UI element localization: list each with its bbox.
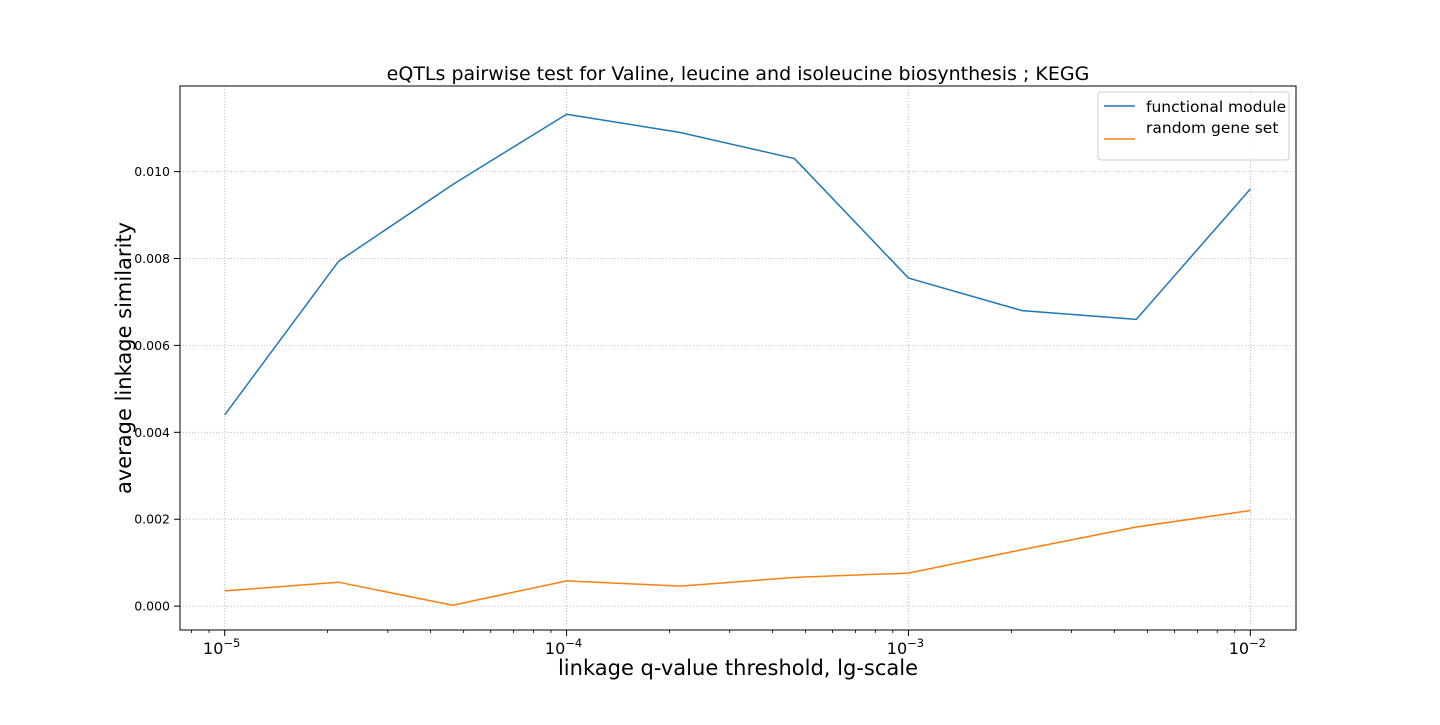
y-tick-label: 0.002 xyxy=(134,512,170,527)
grid-lines xyxy=(180,86,1296,630)
x-tick-label: 10−3 xyxy=(887,636,924,658)
series-lines xyxy=(224,113,1251,606)
series-line-random-gene-set xyxy=(224,509,1251,606)
y-tick-label: 0.006 xyxy=(134,338,170,353)
y-tick-label: 0.008 xyxy=(134,251,170,266)
legend-frame xyxy=(1097,91,1290,161)
x-axis-ticks: 10−5 10−4 10−3 10−2 xyxy=(191,630,1266,658)
y-tick-label: 0.010 xyxy=(134,164,170,179)
x-tick-label: 10−4 xyxy=(545,636,582,658)
plot-area-frame xyxy=(179,85,1297,631)
legend-label-functional-module: functional module xyxy=(1146,98,1286,116)
x-tick-label: 10−5 xyxy=(203,636,240,658)
y-axis-ticks: 0.000 0.002 0.004 0.006 0.008 0.010 xyxy=(134,164,180,614)
legend-label-random-gene-set: random gene set xyxy=(1146,119,1278,137)
series-line-functional-module xyxy=(224,113,1251,416)
y-axis-label: average linkage similarity xyxy=(112,222,136,494)
x-axis-label: linkage q-value threshold, lg-scale xyxy=(558,656,918,680)
chart-title: eQTLs pairwise test for Valine, leucine … xyxy=(387,63,1090,85)
y-tick-label: 0.004 xyxy=(134,425,170,440)
legend: functional module random gene set xyxy=(1097,91,1290,161)
y-tick-label: 0.000 xyxy=(134,599,170,614)
x-tick-label: 10−2 xyxy=(1229,636,1266,658)
